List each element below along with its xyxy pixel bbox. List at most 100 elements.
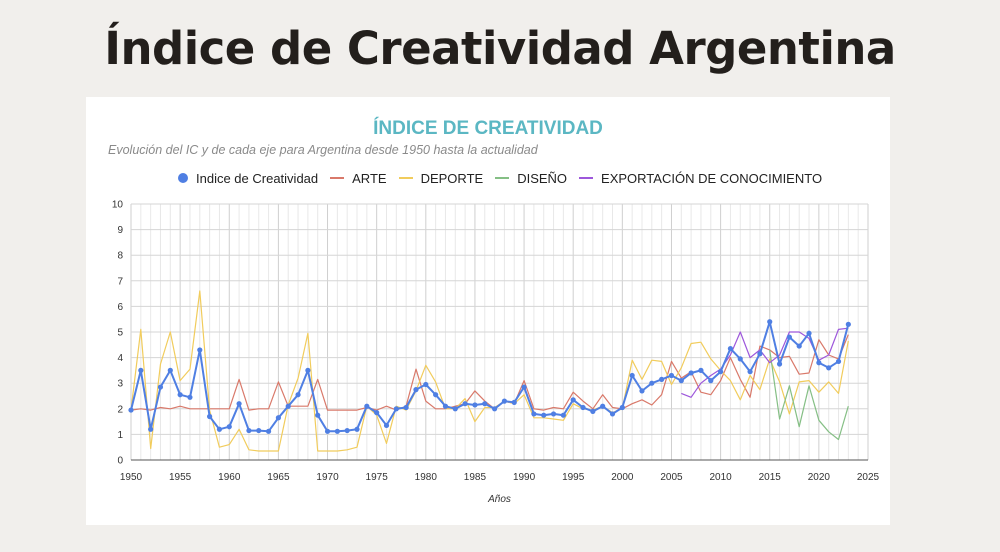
data-point-1989 <box>511 399 517 405</box>
data-point-1993 <box>550 411 557 417</box>
data-point-1965 <box>275 415 281 421</box>
data-point-2014 <box>757 351 763 357</box>
data-point-2015 <box>767 319 773 325</box>
x-tick-label: 1980 <box>415 472 438 483</box>
data-point-1984 <box>462 401 468 407</box>
legend-label-deporte: DEPORTE <box>420 170 484 186</box>
data-point-2003 <box>649 380 655 386</box>
y-tick-label: 10 <box>112 200 124 211</box>
data-point-1970 <box>324 428 331 434</box>
data-point-1964 <box>265 428 272 434</box>
x-tick-label: 2020 <box>808 472 831 483</box>
x-tick-label: 1950 <box>120 472 143 483</box>
data-point-1971 <box>334 428 340 434</box>
data-point-2020 <box>816 360 822 366</box>
data-point-2008 <box>698 367 704 373</box>
y-tick-label: 5 <box>117 328 123 339</box>
data-point-1958 <box>207 413 213 420</box>
data-point-1979 <box>413 387 419 393</box>
data-point-2018 <box>796 343 802 349</box>
data-point-1990 <box>521 384 527 390</box>
data-point-1956 <box>187 394 193 400</box>
legend-item-deporte[interactable]: DEPORTE <box>398 170 484 186</box>
data-point-1975 <box>374 410 380 416</box>
legend-item-diseno[interactable]: DISEÑO <box>495 171 567 186</box>
data-point-1980 <box>423 381 429 388</box>
legend-item-arte[interactable]: ARTE <box>330 170 387 186</box>
x-tick-label: 1995 <box>562 472 585 483</box>
x-tick-label: 1955 <box>169 472 192 483</box>
data-point-1987 <box>491 406 498 412</box>
page-title: Índice de Creatividad Argentina <box>104 22 896 75</box>
legend-item-exportacion[interactable]: EXPORTACIÓN DE CONOCIMIENTO <box>579 171 822 186</box>
data-point-2011 <box>727 346 734 352</box>
y-tick-label: 4 <box>117 353 123 364</box>
data-point-2013 <box>747 369 753 375</box>
x-tick-label: 1960 <box>218 472 241 483</box>
y-tick-label: 1 <box>117 430 123 441</box>
legend-swatch-arte <box>330 177 345 179</box>
data-point-2002 <box>639 388 645 394</box>
data-point-1955 <box>177 392 183 398</box>
series-line-deporte <box>130 290 849 452</box>
x-tick-label: 1985 <box>464 472 487 483</box>
data-point-1992 <box>541 412 547 418</box>
data-point-1991 <box>531 411 537 417</box>
legend-label-indice: Indice de Creatividad <box>196 170 319 186</box>
legend-label-arte: ARTE <box>352 170 387 186</box>
data-point-2012 <box>737 356 743 362</box>
data-point-1982 <box>442 403 449 409</box>
data-point-1973 <box>354 426 360 432</box>
data-point-2009 <box>708 378 714 384</box>
data-point-1954 <box>167 367 173 373</box>
chart-subtitle: Evolución del IC y de cada eje para Arge… <box>108 143 538 157</box>
data-point-1977 <box>393 406 399 412</box>
data-point-1953 <box>157 384 164 390</box>
data-point-1950 <box>128 407 134 413</box>
x-tick-label: 2000 <box>611 472 634 483</box>
data-point-1960 <box>226 424 232 430</box>
data-point-1996 <box>580 404 586 411</box>
data-point-1959 <box>216 426 223 432</box>
series-line-exportaci-n-de-conocimiento <box>681 327 849 398</box>
data-point-2000 <box>619 404 625 411</box>
y-tick-label: 8 <box>117 251 123 262</box>
data-point-2001 <box>629 372 635 379</box>
y-tick-label: 0 <box>117 456 123 467</box>
data-point-1962 <box>246 427 252 434</box>
data-point-1976 <box>383 422 390 429</box>
data-point-2005 <box>668 372 675 379</box>
y-tick-label: 2 <box>117 404 123 415</box>
data-point-1999 <box>609 411 616 417</box>
data-point-1988 <box>501 398 508 404</box>
legend-label-exportacion: EXPORTACIÓN DE CONOCIMIENTO <box>601 170 823 186</box>
data-point-1981 <box>433 392 439 398</box>
series-line-arte <box>130 334 849 411</box>
x-tick-label: 2010 <box>709 472 732 483</box>
x-tick-label: 2005 <box>660 472 683 483</box>
data-point-2016 <box>776 361 783 367</box>
data-point-1986 <box>482 401 488 407</box>
legend-label-diseno: DISEÑO <box>517 170 568 186</box>
data-point-1998 <box>600 403 606 409</box>
legend-swatch-deporte <box>398 177 413 179</box>
data-point-2010 <box>718 369 724 375</box>
data-point-2019 <box>806 330 812 336</box>
x-axis-title: Años <box>487 494 511 505</box>
chart-card <box>86 97 890 525</box>
legend-swatch-indice <box>178 173 188 183</box>
x-tick-label: 1970 <box>316 472 339 483</box>
chart-legend: Indice de Creatividad ARTE DEPORTE DISEÑ… <box>178 170 834 186</box>
data-point-1969 <box>315 412 321 418</box>
data-point-1967 <box>295 392 301 398</box>
y-tick-label: 7 <box>117 276 123 287</box>
data-point-1995 <box>570 397 576 403</box>
x-tick-label: 1975 <box>366 472 389 483</box>
data-point-1957 <box>197 347 203 353</box>
data-point-1994 <box>560 412 566 418</box>
data-point-2007 <box>688 370 694 376</box>
y-tick-label: 6 <box>117 302 123 313</box>
x-tick-label: 1990 <box>513 472 536 483</box>
legend-item-indice[interactable]: Indice de Creatividad <box>178 171 318 186</box>
data-point-1985 <box>472 402 478 408</box>
